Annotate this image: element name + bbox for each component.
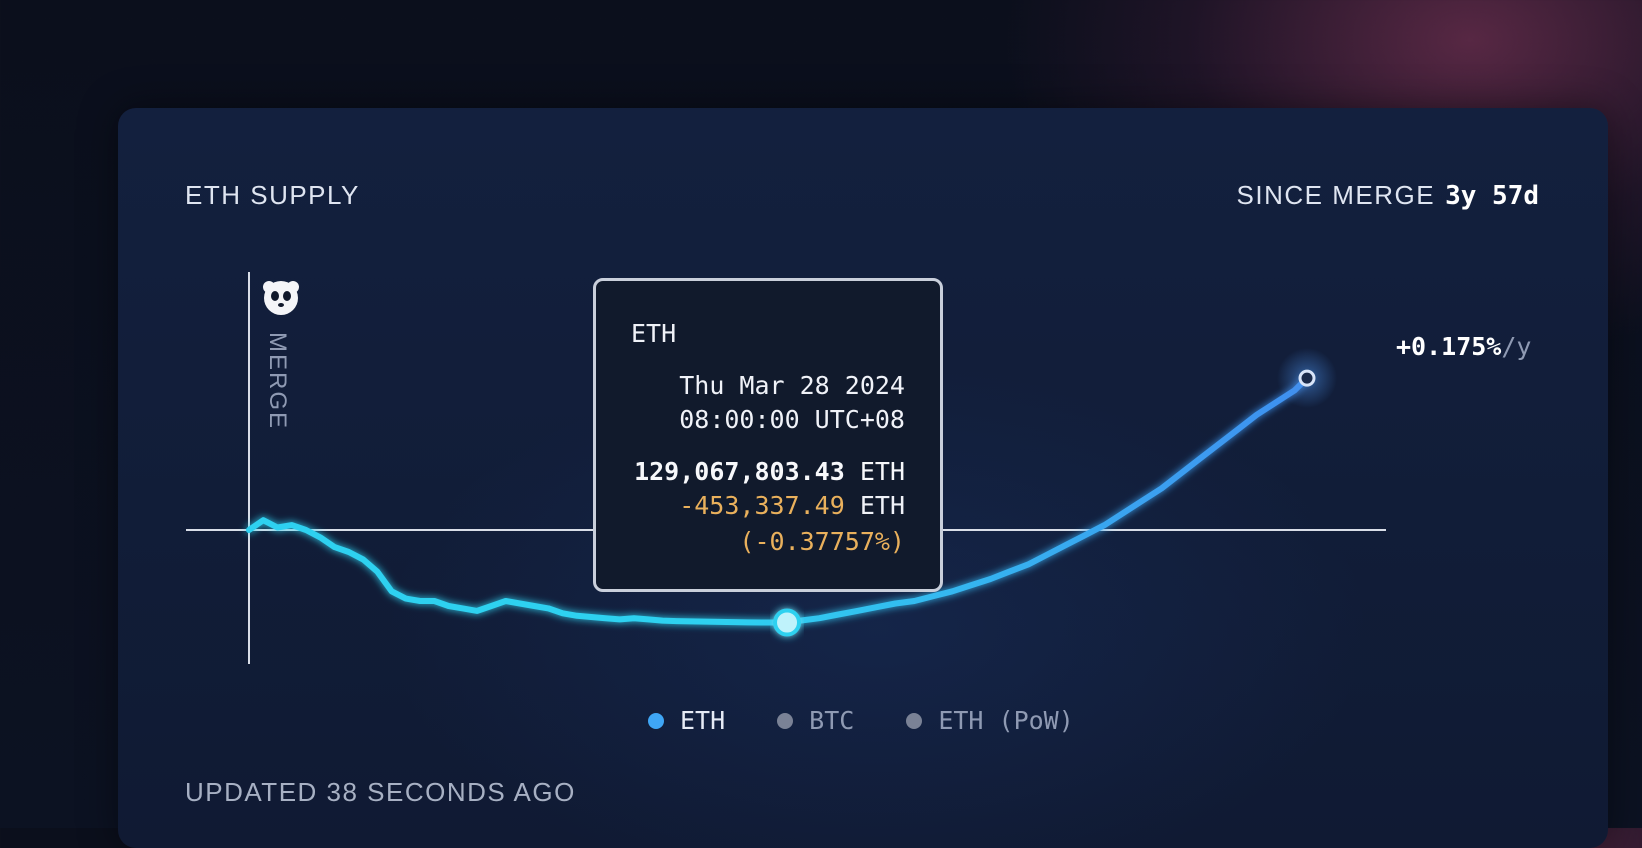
tooltip-delta-value: -453,337.49 xyxy=(679,491,845,520)
hovered-point-marker[interactable] xyxy=(773,608,802,637)
merge-label: MERGE xyxy=(264,332,291,431)
tooltip-date: Thu Mar 28 2024 xyxy=(679,371,905,400)
legend-item-btc[interactable]: BTC xyxy=(777,706,854,735)
tooltip-supply: 129,067,803.43 ETH xyxy=(634,457,905,486)
tooltip-delta: -453,337.49 ETH xyxy=(679,491,905,520)
chart-legend: ETH BTC ETH (PoW) xyxy=(648,706,1074,735)
tooltip-supply-unit: ETH xyxy=(859,457,905,486)
legend-item-eth[interactable]: ETH xyxy=(648,706,725,735)
panda-icon xyxy=(263,281,299,315)
tooltip-delta-unit: ETH xyxy=(859,491,905,520)
card-title: ETH SUPPLY xyxy=(185,180,360,210)
tooltip-time: 08:00:00 UTC+08 xyxy=(679,405,905,434)
end-rate-unit: /y xyxy=(1501,332,1532,361)
end-point-marker[interactable] xyxy=(1298,369,1316,387)
legend-dot-btc xyxy=(777,712,794,729)
end-rate-label: +0.175%/y xyxy=(1396,332,1531,361)
legend-dot-eth xyxy=(648,712,664,729)
tooltip-supply-value: 129,067,803.43 xyxy=(634,457,845,486)
legend-item-eth-pow[interactable]: ETH (PoW) xyxy=(906,706,1074,735)
legend-label-eth: ETH xyxy=(680,706,726,735)
end-rate-value: +0.175% xyxy=(1396,332,1502,361)
since-merge-text: SINCE MERGE xyxy=(1236,180,1436,210)
legend-label-btc: BTC xyxy=(809,706,855,735)
hover-tooltip: ETH Thu Mar 28 2024 08:00:00 UTC+08 129,… xyxy=(593,278,943,592)
eth-supply-line xyxy=(246,375,1310,626)
updated-timestamp: UPDATED 38 SECONDS AGO xyxy=(185,777,576,807)
tooltip-delta-percent: (-0.37757%) xyxy=(739,527,905,556)
since-merge-label: SINCE MERGE 3y 57d xyxy=(1237,180,1539,211)
legend-dot-eth-pow xyxy=(906,712,923,729)
since-merge-duration: 3y 57d xyxy=(1445,181,1539,211)
tooltip-series-name: ETH xyxy=(631,319,677,348)
legend-label-eth-pow: ETH (PoW) xyxy=(938,706,1074,735)
